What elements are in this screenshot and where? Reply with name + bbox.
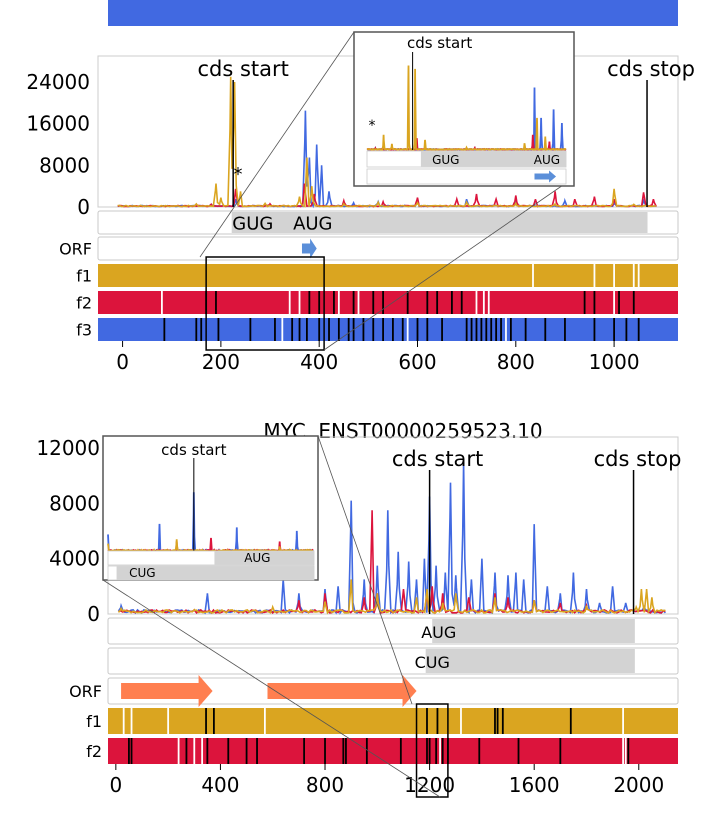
inset: cds start * GUG AUG (353, 31, 575, 187)
series-line-f1 (117, 579, 666, 615)
inset-cds-label: cds start (161, 441, 226, 459)
y-tick-label: 0 (87, 602, 100, 626)
track-label: f2 (86, 742, 102, 761)
cds-stop-label: cds stop (594, 447, 682, 471)
x-tick-label: 400 (300, 350, 338, 374)
track-f1-2: f1 (76, 264, 678, 287)
cds-region (425, 649, 635, 673)
inset-asterisk: * (369, 118, 376, 134)
track-region-0: GUG AUG (97, 210, 679, 235)
cds-region (432, 619, 635, 643)
inset-codon-label: GUG (432, 153, 459, 167)
track-label: f3 (86, 0, 102, 4)
track-box (97, 236, 679, 261)
x-tick-label: 400 (201, 773, 239, 797)
track-label: ORF (69, 682, 102, 701)
x-tick-label: 0 (116, 350, 129, 374)
x-tick-label: 200 (202, 350, 240, 374)
zoom-connector (323, 182, 567, 351)
codon-label: AUG (421, 623, 456, 642)
y-tick-label: 8000 (39, 153, 90, 177)
inset-track (366, 168, 567, 185)
x-tick-label: 0 (109, 773, 122, 797)
cds-start-label: cds start (392, 447, 483, 471)
y-tick-label: 8000 (49, 491, 100, 515)
series-line-f2 (117, 183, 658, 208)
x-tick-label: 1600 (509, 773, 560, 797)
zoom-connector (317, 435, 413, 705)
inset-codon-label: AUG (244, 551, 270, 565)
frame-bar-f3 (98, 318, 678, 341)
zoom-box (205, 256, 325, 351)
series-line-f1 (117, 76, 657, 208)
series-line-f3 (117, 461, 666, 615)
cds-start-label: cds start (197, 57, 288, 81)
codon-label: CUG (415, 653, 450, 672)
track-label: f2 (76, 294, 92, 313)
x-tick-label: 800 (306, 773, 344, 797)
y-tick-label: 12000 (36, 436, 100, 460)
zoom-connector (102, 579, 441, 798)
x-tick-label: 800 (497, 350, 535, 374)
track-ORF-2: ORF (69, 675, 679, 707)
track-label: f3 (76, 321, 92, 340)
track-f3-5: f3 (86, 0, 678, 26)
inset-region (116, 566, 314, 580)
frame-bar-f3 (108, 0, 678, 26)
x-tick-label: 2000 (613, 773, 664, 797)
codon-label: AUG (293, 214, 332, 235)
frame-bar-f1 (98, 264, 678, 287)
track-region-0: AUG (107, 617, 679, 645)
orf-arrow (267, 675, 417, 707)
orf-arrow (301, 238, 317, 259)
track-f2-3: f2 (76, 291, 678, 314)
inset-cds-label: cds start (407, 34, 472, 52)
frame-bar-f2 (98, 291, 678, 314)
y-tick-label: 4000 (49, 547, 100, 571)
inset-codon-label: AUG (534, 153, 560, 167)
inset: cds start AUG CUG (102, 435, 319, 581)
y-tick-label: 24000 (26, 70, 90, 94)
inset-codon-label: CUG (129, 566, 155, 580)
asterisk-label: * (233, 164, 242, 185)
codon-label: GUG (232, 214, 273, 235)
track-region-1: CUG (107, 647, 679, 675)
track-f1-3: f1 (86, 708, 678, 734)
track-label: f1 (76, 267, 92, 286)
frame-bar-f1 (108, 708, 678, 734)
inset-region (214, 551, 314, 565)
zoom-box (415, 703, 449, 798)
track-f3-4: f3 (76, 318, 678, 341)
panel-0: EIF4G2, ENST00000532082080001600024000cd… (26, 3, 695, 374)
track-label: f1 (86, 712, 102, 731)
track-ORF-1: ORF (59, 236, 679, 261)
cds-region (231, 212, 648, 233)
track-label: ORF (59, 240, 92, 259)
y-tick-label: 0 (77, 195, 90, 219)
track-f2-4: f2 (86, 738, 678, 764)
inset-orf-arrow (534, 170, 557, 183)
x-tick-label: 1000 (589, 350, 640, 374)
x-tick-label: 600 (398, 350, 436, 374)
inset-series-line (366, 65, 567, 152)
cds-stop-label: cds stop (607, 57, 695, 81)
zoom-connector (199, 31, 355, 258)
inset-region (420, 151, 566, 167)
orf-arrow (121, 675, 213, 707)
y-tick-label: 16000 (26, 112, 90, 136)
x-tick-label: 1200 (404, 773, 455, 797)
